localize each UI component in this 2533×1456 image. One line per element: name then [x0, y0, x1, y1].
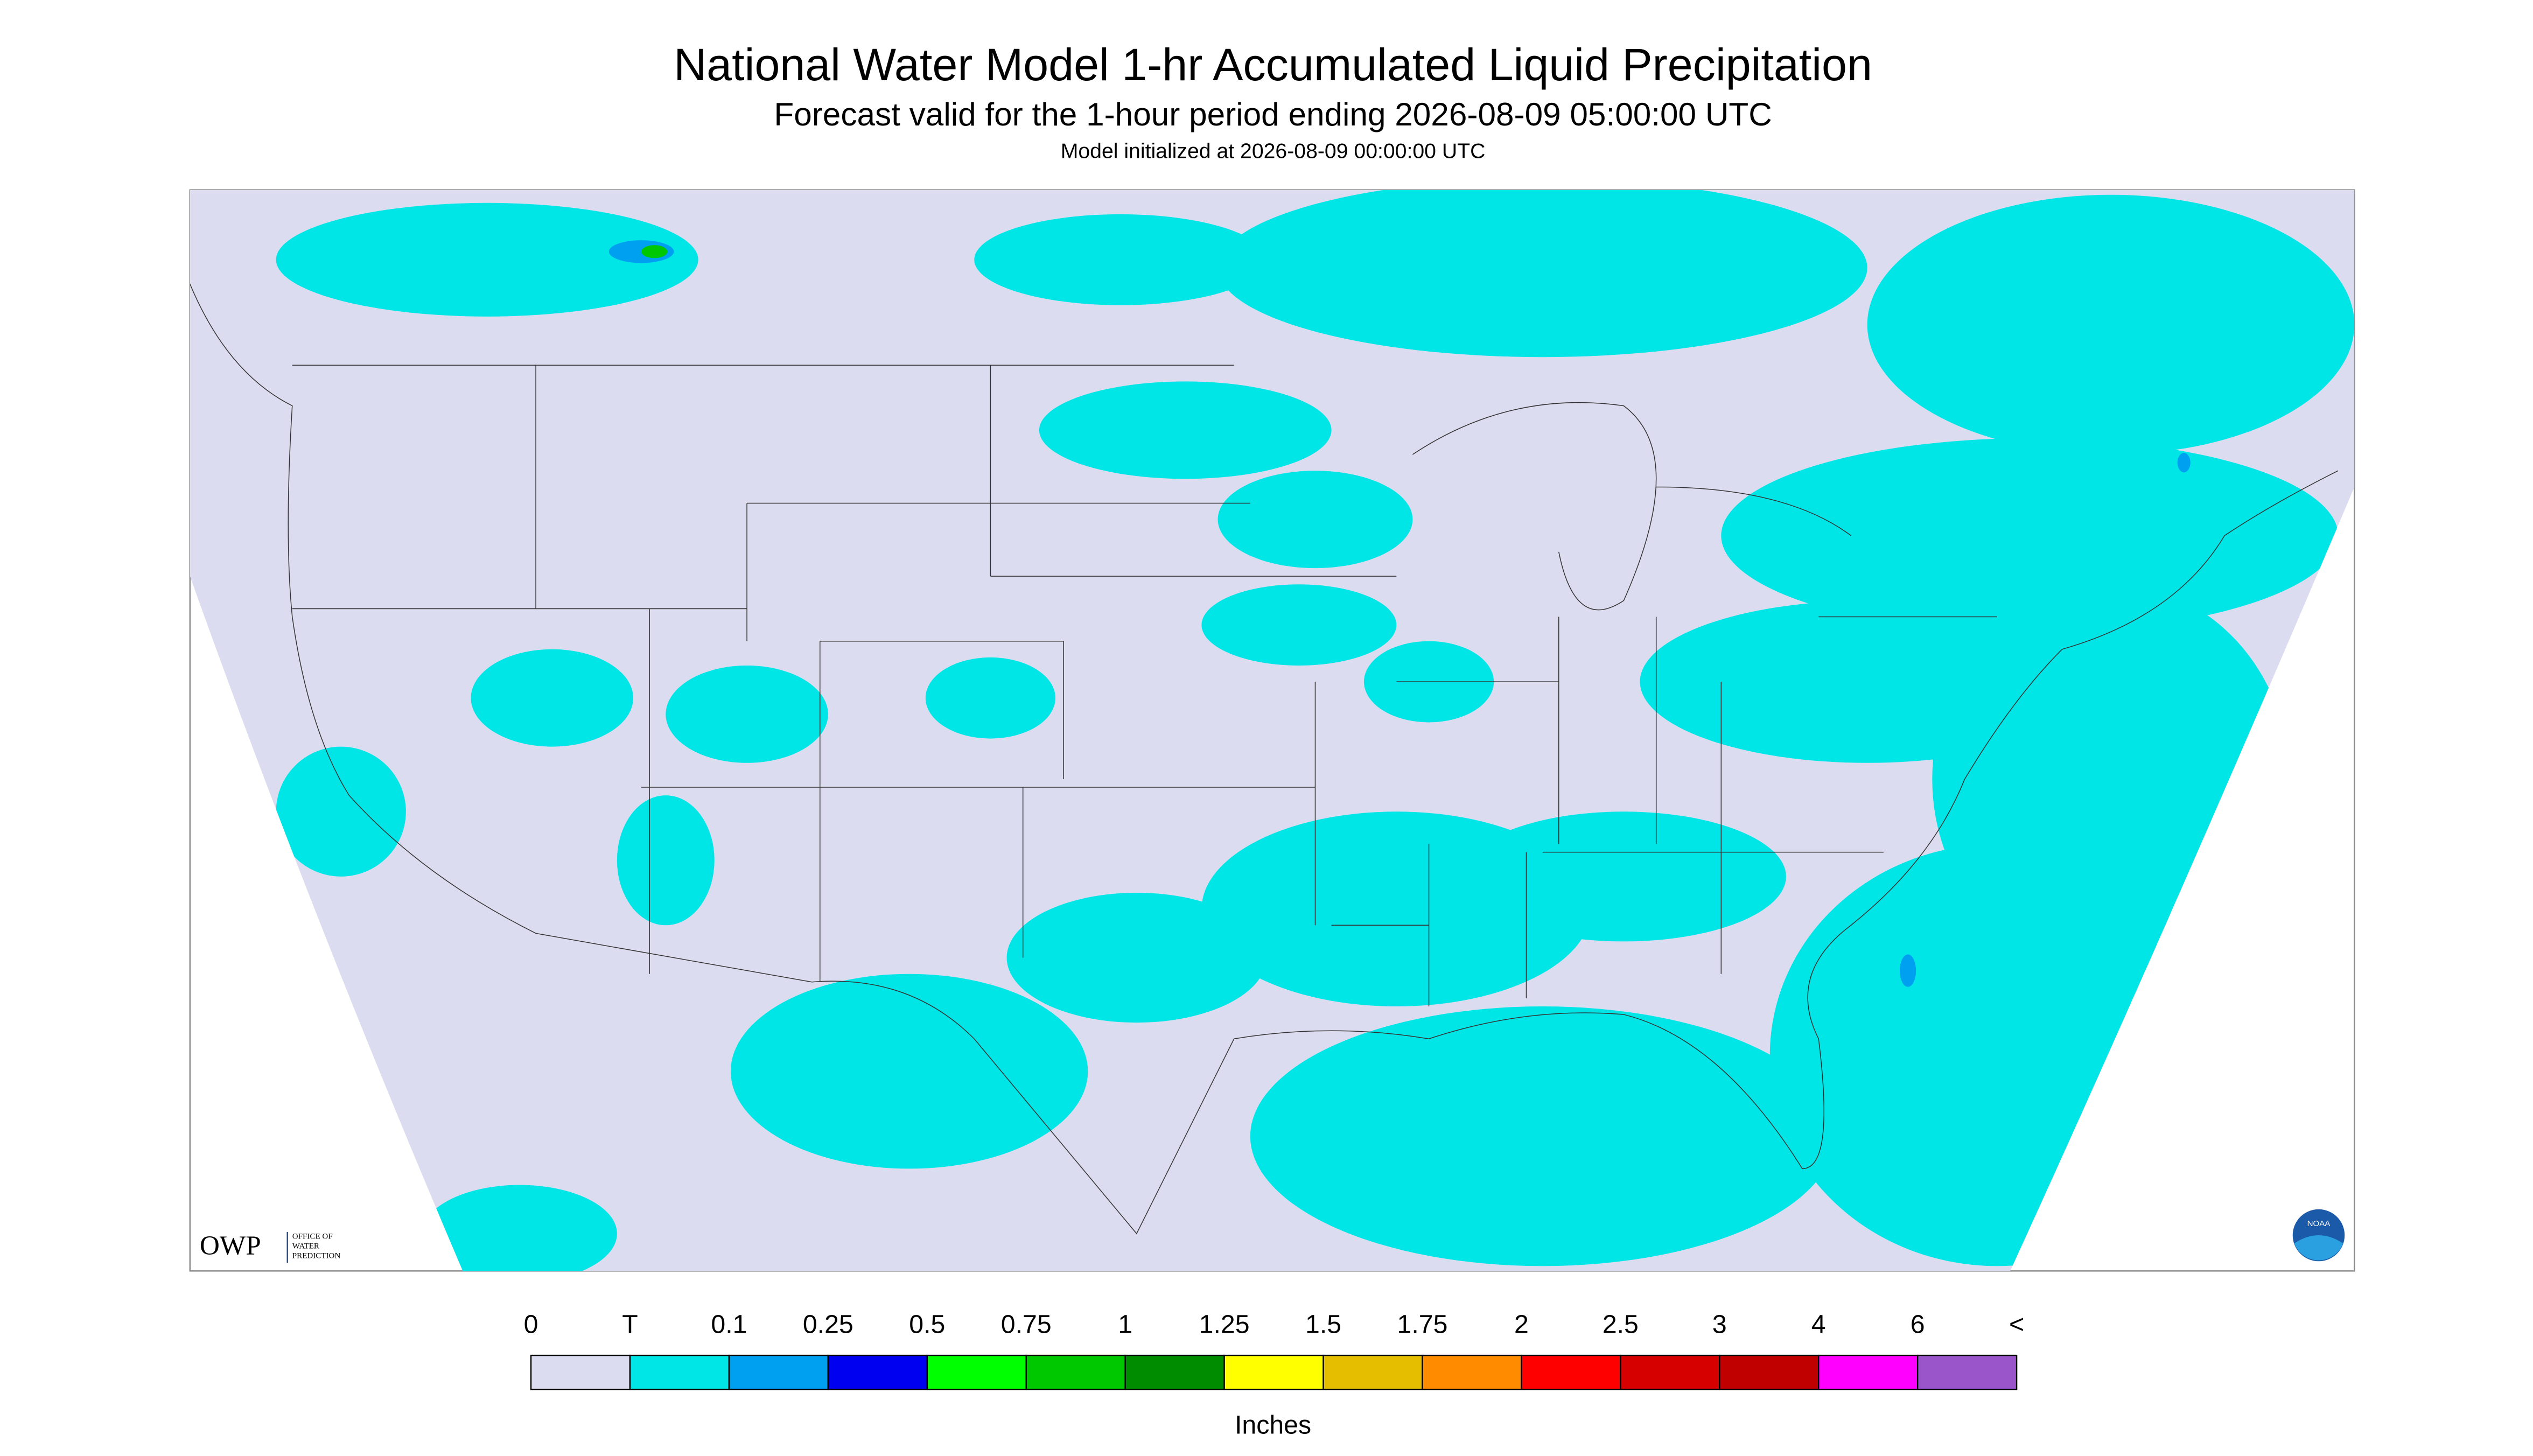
legend-swatch	[1223, 1354, 1324, 1390]
map	[189, 189, 2355, 1272]
legend-label: 1	[1118, 1310, 1132, 1339]
owp-line: WATER	[292, 1242, 320, 1251]
color-legend: 0 T 0.1 0.25 0.5 0.75 1 1.25 1.5 1.75 2 2.5 3 4 6 <	[524, 1310, 2024, 1390]
noaa-logo: NOAA	[2292, 1209, 2345, 1262]
legend-label: 4	[1811, 1310, 1826, 1339]
legend-label: 0.25	[803, 1310, 853, 1339]
legend-swatch	[1818, 1354, 1919, 1390]
legend-label: 0.5	[909, 1310, 945, 1339]
legend-unit: Inches	[1235, 1410, 1311, 1439]
legend-label: 1.5	[1305, 1310, 1341, 1339]
noaa-text: NOAA	[2307, 1219, 2331, 1228]
legend-swatch	[1916, 1354, 2018, 1390]
owp-mark: OWP	[200, 1230, 261, 1261]
legend-swatch	[1620, 1354, 1720, 1390]
legend-swatch	[1025, 1354, 1126, 1390]
legend-label: 0	[524, 1310, 538, 1339]
legend-label: 0.1	[711, 1310, 747, 1339]
legend-label: 0.75	[1001, 1310, 1052, 1339]
legend-swatch	[1719, 1354, 1820, 1390]
legend-label: 2	[1514, 1310, 1529, 1339]
legend-swatch	[926, 1354, 1027, 1390]
legend-label: T	[622, 1310, 638, 1339]
legend-label: 3	[1712, 1310, 1727, 1339]
legend-swatch	[1323, 1354, 1423, 1390]
owp-line: PREDICTION	[292, 1252, 341, 1261]
legend-label: 1.75	[1397, 1310, 1448, 1339]
legend-label: 1.25	[1199, 1310, 1250, 1339]
init-time: Model initialized at 2026-08-09 00:00:00…	[1061, 140, 1486, 163]
legend-swatch	[1124, 1354, 1225, 1390]
legend-swatch	[530, 1354, 631, 1390]
legend-swatch	[728, 1354, 829, 1390]
owp-line: OFFICE OF	[292, 1232, 333, 1241]
legend-swatch	[629, 1354, 730, 1390]
legend-label: 2.5	[1603, 1310, 1639, 1339]
legend-label: <	[2009, 1310, 2024, 1339]
legend-swatch	[1521, 1354, 1621, 1390]
legend-label: 6	[1911, 1310, 1925, 1339]
owp-logo: OWP OFFICE OF WATER PREDICTION	[200, 1230, 341, 1263]
precip-field	[190, 190, 2355, 1271]
title: National Water Model 1-hr Accumulated Li…	[674, 39, 1872, 90]
subtitle: Forecast valid for the 1-hour period end…	[774, 96, 1772, 132]
legend-swatch	[1422, 1354, 1522, 1390]
legend-swatch	[827, 1354, 928, 1390]
